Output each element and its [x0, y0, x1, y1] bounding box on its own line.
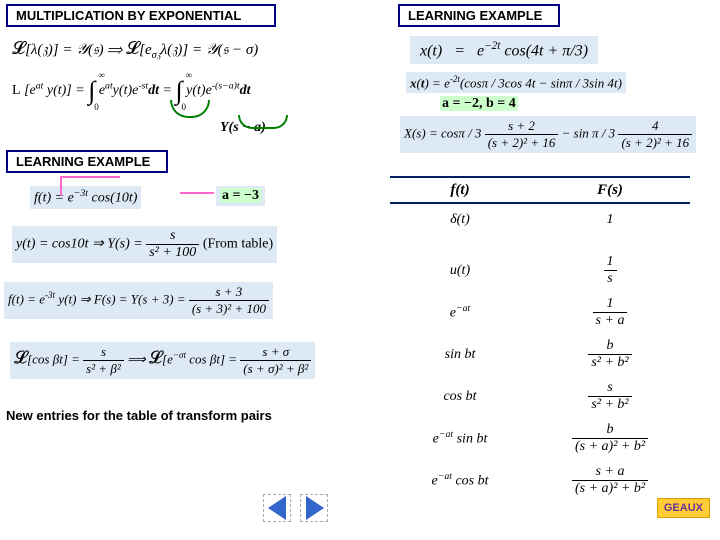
- eq-right-xt: x(t) = e−2t cos(4t + π/3): [410, 36, 598, 64]
- eq-script-top: 𝓛[λ(𝔷)] = 𝒴(𝔰) ⟹ 𝓛[eσ𝔷λ(𝔷)] = 𝒴(𝔰 − σ): [8, 36, 262, 64]
- nav-next-icon[interactable]: [306, 496, 324, 520]
- table-cell-ft: sin bt: [390, 347, 530, 363]
- eq-left-ft-ann: a = −3: [216, 186, 265, 206]
- table-cell-ft: e−at cos bt: [390, 471, 530, 490]
- nav-prev-icon[interactable]: [268, 496, 286, 520]
- title-multiplication: MULTIPLICATION BY EXPONENTIAL: [6, 4, 276, 27]
- table-cell-fs: 1s + a: [530, 296, 690, 329]
- title-learning-example-left: LEARNING EXAMPLE: [6, 150, 168, 173]
- table-row: e−at1s + a: [390, 296, 690, 329]
- title-learning-example-right: LEARNING EXAMPLE: [398, 4, 560, 27]
- eq-integral-line: L [eat y(t)] = ∫∞0 eaty(t)e-stdt = ∫∞0 y…: [8, 74, 255, 108]
- eq-left-lcos: 𝓛[cos βt] = ss² + β² ⟹ 𝓛[e−σt cos βt] = …: [10, 342, 315, 379]
- green-arc-1: [170, 100, 210, 118]
- green-arc-2: [238, 115, 288, 129]
- table-cell-fs: bs² + b²: [530, 338, 690, 371]
- table-cell-ft: u(t): [390, 263, 530, 279]
- table-col-ft: f(t): [390, 182, 530, 199]
- eq-right-x2: x(t) = e-2t(cosπ / 3cos 4t − sinπ / 3sin…: [406, 72, 626, 93]
- table-row: cos btss² + b²: [390, 380, 690, 413]
- eq-right-xs: X(s) = cosπ / 3 s + 2(s + 2)² + 16 − sin…: [400, 116, 696, 153]
- table-cell-fs: 1: [530, 212, 690, 228]
- pink-line-3: [180, 192, 214, 194]
- table-row: e−at cos bts + a(s + a)² + b²: [390, 464, 690, 497]
- geaux-badge[interactable]: GEAUX: [657, 498, 710, 518]
- table-row: δ(t)1: [390, 212, 690, 228]
- table-cell-ft: e−at sin bt: [390, 429, 530, 448]
- footer-text: New entries for the table of transform p…: [6, 408, 272, 423]
- pink-line-1: [60, 176, 62, 196]
- table-row: e−at sin btb(s + a)² + b²: [390, 422, 690, 455]
- table-row: sin btbs² + b²: [390, 338, 690, 371]
- table-cell-ft: e−at: [390, 303, 530, 322]
- table-cell-fs: ss² + b²: [530, 380, 690, 413]
- table-cell-fs: s + a(s + a)² + b²: [530, 464, 690, 497]
- eq-left-ft: f(t) = e−3t cos(10t): [30, 186, 141, 209]
- table-cell-ft: δ(t): [390, 212, 530, 228]
- table-col-fs: F(s): [530, 182, 690, 199]
- pink-line-2: [60, 176, 120, 178]
- table-cell-ft: cos bt: [390, 389, 530, 405]
- eq-left-yt: y(t) = cos10t ⇒ Y(s) = ss² + 100 (From t…: [12, 226, 277, 263]
- table-cell-fs: 1s: [530, 254, 690, 287]
- eq-left-ft-full: f(t) = e-3t y(t) ⇒ F(s) = Y(s + 3) = s +…: [4, 282, 273, 319]
- table-cell-fs: b(s + a)² + b²: [530, 422, 690, 455]
- eq-right-ab: a = −2, b = 4: [436, 94, 522, 114]
- table-row: u(t)1s: [390, 254, 690, 287]
- transform-table-header: f(t) F(s): [390, 176, 690, 204]
